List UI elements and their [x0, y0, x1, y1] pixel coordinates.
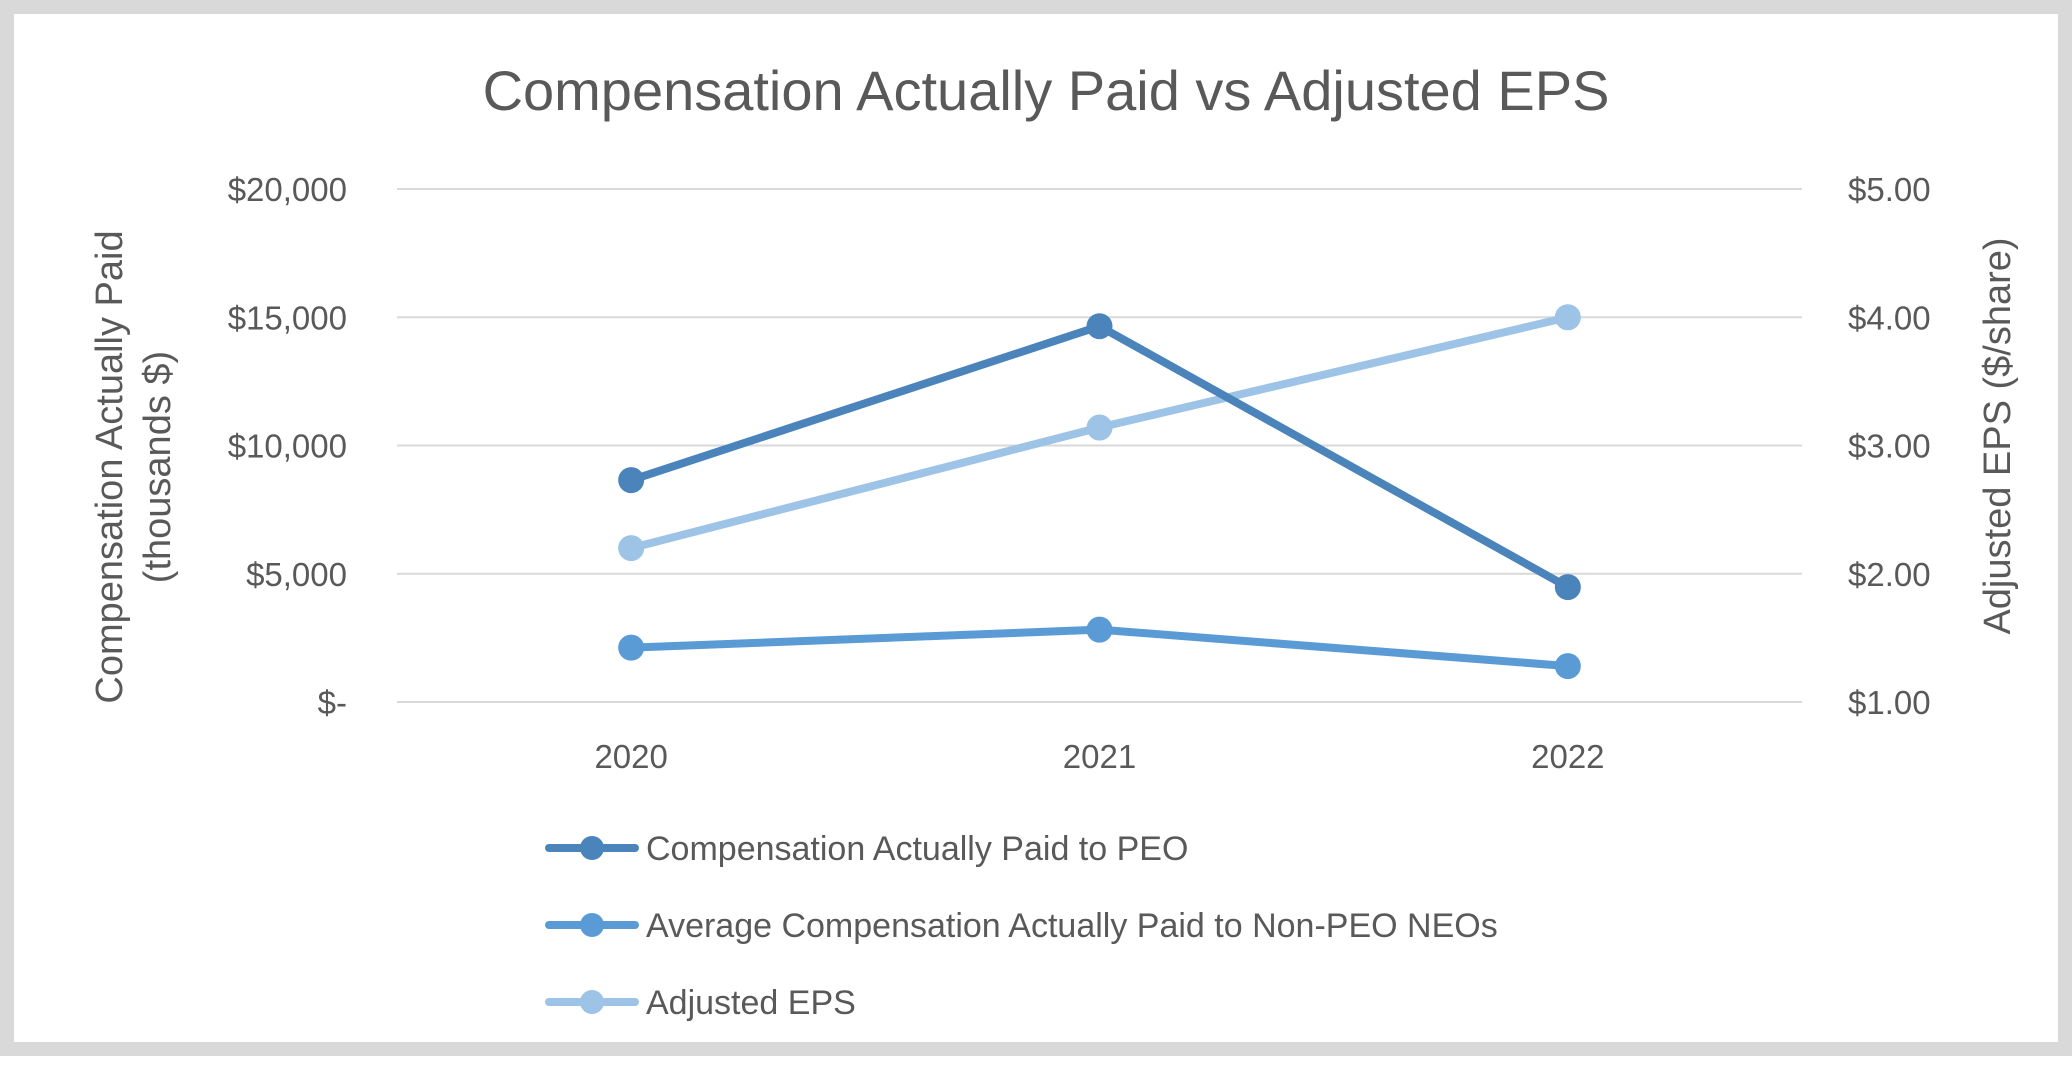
left-tick-label: $15,000 [228, 299, 347, 336]
x-tick-label: 2021 [1063, 738, 1136, 775]
data-point [1554, 653, 1581, 680]
chart: Compensation Actually Paid vs Adjusted E… [89, 59, 2019, 1022]
legend-item: Compensation Actually Paid to PEO [545, 830, 1188, 868]
right-tick-label: $4.00 [1848, 299, 1931, 336]
data-point [618, 634, 645, 661]
legend-marker [580, 913, 604, 937]
left-tick-label: $20,000 [228, 171, 347, 208]
left-tick-label: $5,000 [246, 556, 347, 593]
legend-label: Compensation Actually Paid to PEO [646, 830, 1188, 868]
right-tick-label: $5.00 [1848, 171, 1931, 208]
series-layer [618, 304, 1581, 680]
series-line [627, 322, 1572, 592]
left-axis-title-line1: Compensation Actually Paid [89, 230, 131, 703]
series-0 [618, 313, 1581, 601]
data-point [618, 535, 645, 562]
data-point [1086, 414, 1113, 441]
legend-marker [580, 836, 604, 860]
right-tick-label: $1.00 [1848, 684, 1931, 721]
legend: Compensation Actually Paid to PEO Average… [545, 830, 1498, 1022]
legend-item: Adjusted EPS [545, 984, 856, 1022]
data-point [1554, 304, 1581, 331]
right-axis-ticks: $1.00 $2.00 $3.00 $4.00 $5.00 [1848, 171, 1931, 721]
chart-title: Compensation Actually Paid vs Adjusted E… [483, 59, 1610, 122]
x-axis-ticks: 2020 2021 2022 [594, 738, 1604, 775]
right-tick-label: $3.00 [1848, 428, 1931, 465]
series-2 [618, 304, 1581, 562]
left-tick-label: $- [318, 684, 347, 721]
legend-marker [580, 990, 604, 1014]
x-tick-label: 2020 [594, 738, 667, 775]
data-point [1086, 313, 1113, 340]
right-axis-title: Adjusted EPS ($/share) [1977, 237, 2019, 634]
data-point [618, 467, 645, 494]
left-axis-ticks: $- $5,000 $10,000 $15,000 $20,000 [228, 171, 347, 721]
legend-label: Adjusted EPS [646, 984, 856, 1022]
left-tick-label: $10,000 [228, 428, 347, 465]
data-point [1554, 574, 1581, 601]
x-tick-label: 2022 [1531, 738, 1604, 775]
data-point [1086, 616, 1113, 643]
right-tick-label: $2.00 [1848, 556, 1931, 593]
legend-label: Average Compensation Actually Paid to No… [646, 907, 1498, 945]
series-1 [618, 616, 1581, 680]
legend-item: Average Compensation Actually Paid to No… [545, 907, 1498, 945]
left-axis-title-line2: (thousands $) [137, 351, 179, 583]
